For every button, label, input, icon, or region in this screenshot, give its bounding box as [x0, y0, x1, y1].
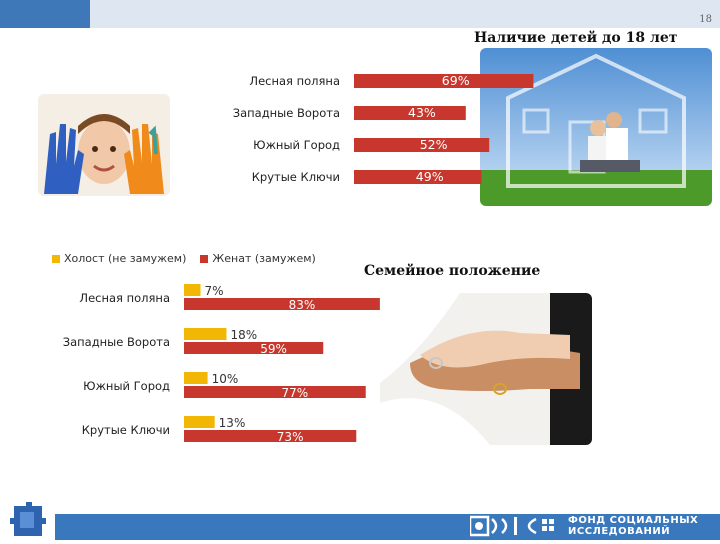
- married-bar: [184, 386, 366, 398]
- single-value-label: 18%: [230, 328, 257, 342]
- chart-legend: Холост (не замужем) Женат (замужем): [52, 252, 316, 265]
- puzzle-logo-icon: [6, 500, 50, 544]
- legend-swatch-married: [200, 254, 209, 263]
- children-chart: Лесная поляна 69% Западные Ворота 43% Южный …: [0, 64, 720, 194]
- family-house-photo: [480, 48, 712, 206]
- married-value-label: 77%: [282, 386, 309, 400]
- child-photo: [38, 94, 170, 196]
- married-bar: [184, 342, 324, 354]
- legend-label-married: Женат (замужем): [212, 252, 316, 265]
- children-category-label: Крутые Ключи: [252, 170, 340, 184]
- legend-item-married: Женат (замужем): [200, 252, 316, 265]
- top-accent: [0, 0, 90, 28]
- single-value-label: 10%: [212, 372, 239, 386]
- children-category-label: Южный Город: [253, 138, 340, 152]
- brand-text: ФОНД СОЦИАЛЬНЫХ ИССЛЕДОВАНИЙ: [568, 515, 698, 537]
- children-value-label: 43%: [408, 105, 436, 120]
- wedding-hands-photo: [380, 293, 592, 445]
- children-value-label: 49%: [416, 169, 444, 184]
- legend-label-single: Холост (не замужем): [64, 252, 187, 265]
- children-bar: [354, 170, 482, 184]
- children-bar: [354, 138, 490, 152]
- single-bar: [184, 416, 215, 428]
- married-value-label: 59%: [260, 342, 287, 356]
- single-bar: [184, 284, 201, 296]
- family-category-label: Западные Ворота: [63, 335, 170, 349]
- children-bar: [354, 106, 466, 120]
- legend-swatch-single: [52, 254, 60, 263]
- children-bar: [354, 74, 534, 88]
- married-bar: [184, 298, 380, 310]
- family-chart: Лесная поляна 7% 83% Западные Ворота 18% 59% Ю…: [0, 278, 720, 450]
- top-bar: [0, 0, 720, 28]
- family-category-label: Крутые Ключи: [82, 423, 170, 437]
- married-value-label: 73%: [277, 430, 304, 444]
- children-chart-title: Наличие детей до 18 лет: [474, 30, 678, 46]
- brand-emblem-icon: [470, 515, 554, 537]
- children-value-label: 69%: [442, 73, 470, 88]
- single-value-label: 7%: [205, 284, 224, 298]
- married-value-label: 83%: [289, 298, 316, 312]
- family-category-label: Лесная поляна: [79, 291, 170, 305]
- married-bar: [184, 430, 357, 442]
- brand-logo: ФОНД СОЦИАЛЬНЫХ ИССЛЕДОВАНИЙ: [470, 515, 698, 537]
- family-category-label: Южный Город: [83, 379, 170, 393]
- bottom-bar: [55, 514, 720, 540]
- children-value-label: 52%: [420, 137, 448, 152]
- single-value-label: 13%: [219, 416, 246, 430]
- single-bar: [184, 372, 208, 384]
- children-category-label: Западные Ворота: [233, 106, 340, 120]
- page-number: 18: [699, 14, 712, 25]
- family-chart-title: Семейное положение: [364, 263, 541, 279]
- brand-line-1: ФОНД СОЦИАЛЬНЫХ: [568, 515, 699, 526]
- brand-line-2: ИССЛЕДОВАНИЙ: [568, 526, 671, 537]
- single-bar: [184, 328, 227, 340]
- legend-item-single: Холост (не замужем): [52, 252, 186, 265]
- children-category-label: Лесная поляна: [249, 74, 340, 88]
